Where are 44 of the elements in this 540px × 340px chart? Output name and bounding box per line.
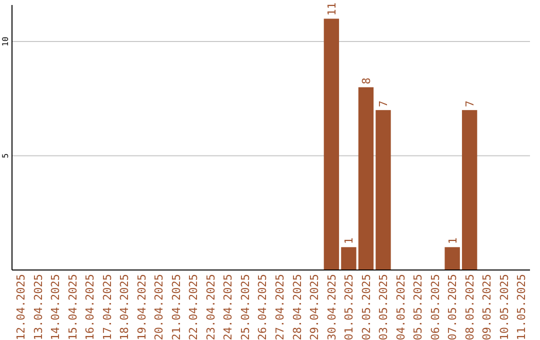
x-tick-label: 11.05.2025 (515, 274, 528, 340)
data-label: 7 (464, 100, 477, 108)
y-tick-label: 5 (1, 153, 10, 158)
x-tick-label: 21.04.2025 (170, 274, 183, 340)
x-tick-label: 30.04.2025 (325, 274, 338, 340)
x-tick-label: 02.05.2025 (360, 274, 373, 340)
x-tick-label: 22.04.2025 (187, 274, 200, 340)
data-label: 1 (342, 238, 356, 244)
x-tick-label: 13.04.2025 (32, 274, 45, 340)
x-tick-label: 16.04.2025 (84, 274, 97, 340)
x-tick-label: 17.04.2025 (100, 274, 114, 340)
data-label: 7 (377, 100, 390, 108)
x-tick-label: 03.05.2025 (377, 274, 390, 340)
x-tick-label: 15.04.2025 (66, 274, 80, 340)
x-tick-label: 24.04.2025 (222, 274, 235, 340)
x-tick-label: 28.04.2025 (290, 274, 304, 340)
x-tick-label: 19.04.2025 (135, 274, 148, 340)
x-tick-label: 10.05.2025 (498, 274, 511, 340)
bar (462, 110, 478, 270)
bar (341, 247, 356, 270)
data-label: 8 (360, 78, 373, 84)
x-tick-label: 18.04.2025 (118, 274, 132, 340)
x-tick-label: 23.04.2025 (204, 274, 218, 340)
x-tick-label: 20.04.2025 (152, 274, 166, 340)
x-tick-label: 09.05.2025 (480, 274, 494, 340)
bar (324, 18, 340, 270)
x-tick-label: 04.05.2025 (394, 274, 408, 340)
y-tick-label: 10 (1, 36, 10, 46)
data-label: 1 (446, 238, 460, 244)
x-tick-label: 12.04.2025 (14, 274, 28, 340)
x-tick-label: 06.05.2025 (428, 274, 442, 340)
bar (358, 87, 374, 270)
x-tick-label: 08.05.2025 (463, 274, 476, 340)
x-tick-label: 07.05.2025 (446, 274, 460, 340)
bar (376, 110, 391, 270)
x-tick-label: 14.04.2025 (49, 274, 62, 340)
data-label: 11 (325, 2, 338, 16)
bar (444, 247, 460, 270)
x-tick-label: 25.04.2025 (238, 274, 252, 340)
x-tick-label: 05.05.2025 (412, 274, 425, 340)
x-tick-label: 26.04.2025 (256, 274, 270, 340)
x-tick-label: 29.04.2025 (308, 274, 322, 340)
x-tick-label: 01.05.2025 (342, 274, 356, 340)
x-tick-label: 27.04.2025 (273, 274, 286, 340)
